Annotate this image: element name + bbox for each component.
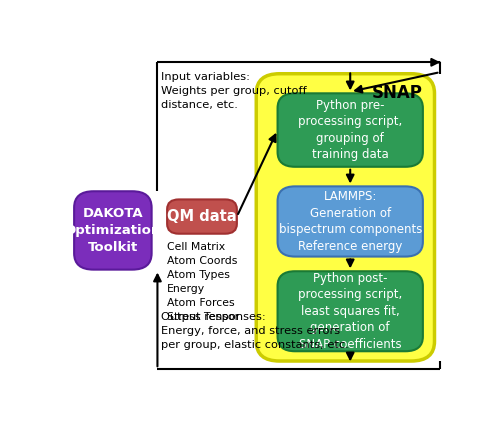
Text: QM data: QM data — [167, 209, 237, 224]
Text: Output responses:
Energy, force, and stress errors
per group, elastic constants,: Output responses: Energy, force, and str… — [162, 312, 349, 350]
FancyBboxPatch shape — [256, 74, 434, 361]
FancyBboxPatch shape — [278, 187, 423, 257]
Text: SNAP: SNAP — [372, 84, 423, 101]
Text: Python pre-
processing script,
grouping of
training data: Python pre- processing script, grouping … — [298, 99, 403, 161]
Text: LAMMPS:
Generation of
bispectrum components
Reference energy: LAMMPS: Generation of bispectrum compone… — [278, 190, 422, 253]
FancyBboxPatch shape — [167, 199, 237, 234]
FancyBboxPatch shape — [74, 191, 152, 270]
Text: Input variables:
Weights per group, cutoff
distance, etc.: Input variables: Weights per group, cuto… — [162, 72, 307, 110]
FancyBboxPatch shape — [278, 93, 423, 167]
Text: Cell Matrix
Atom Coords
Atom Types
Energy
Atom Forces
Stress Tensor: Cell Matrix Atom Coords Atom Types Energ… — [167, 242, 240, 322]
FancyBboxPatch shape — [278, 271, 423, 351]
Text: Python post-
processing script,
least squares fit,
generation of
SNAP coefficien: Python post- processing script, least sq… — [298, 272, 403, 351]
Text: DAKOTA
Optimization
Toolkit: DAKOTA Optimization Toolkit — [65, 207, 161, 254]
